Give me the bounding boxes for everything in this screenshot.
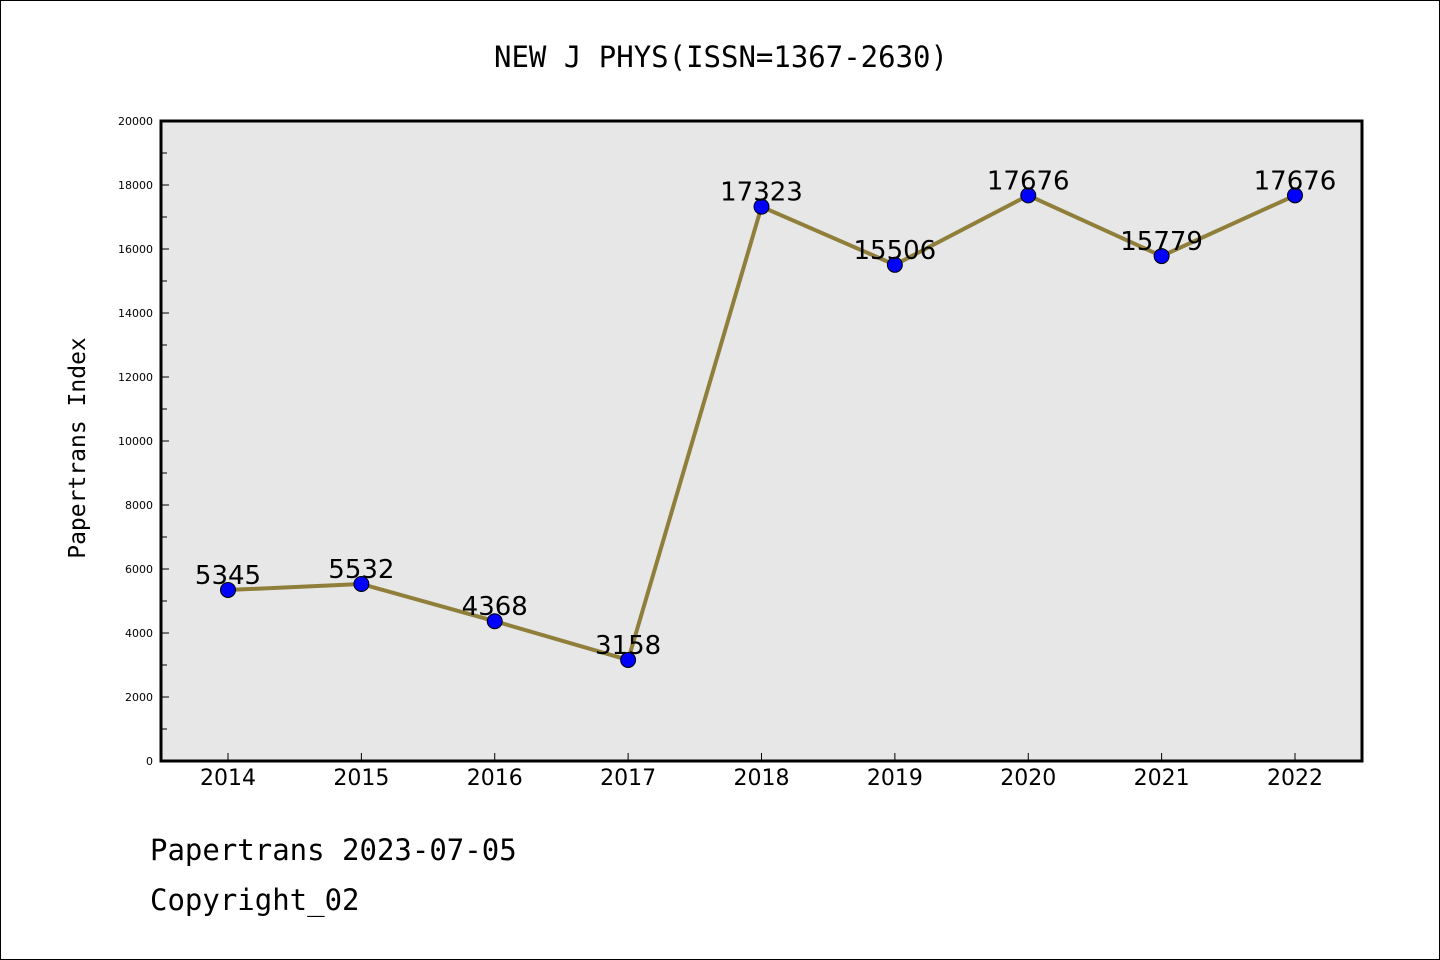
data-point <box>1153 248 1170 265</box>
y-tick-label: 10000 <box>118 435 153 448</box>
footer-date: Papertrans 2023-07-05 <box>150 833 517 867</box>
data-label: 15506 <box>854 236 937 266</box>
y-tick-label: 12000 <box>118 371 153 384</box>
plot-area <box>161 121 1362 761</box>
data-point <box>886 256 903 273</box>
y-tick-label: 2000 <box>125 691 153 704</box>
x-axis-ticks: 2014 2015 2016 2017 2018 2019 2020 2021 2022 <box>200 753 1323 791</box>
data-point <box>753 198 770 215</box>
x-tick-label: 2014 <box>200 766 256 791</box>
data-label: 17676 <box>1254 166 1337 196</box>
data-label: 15779 <box>1120 227 1203 257</box>
y-tick-label: 16000 <box>118 243 153 256</box>
x-tick-label: 2017 <box>600 766 656 791</box>
data-point <box>1020 187 1037 204</box>
plot-border <box>159 119 1364 763</box>
data-point <box>620 651 637 668</box>
data-label: 5532 <box>328 555 394 585</box>
x-tick-label: 2019 <box>867 766 923 791</box>
y-tick-label: 4000 <box>125 627 153 640</box>
y-tick-label: 8000 <box>125 499 153 512</box>
data-point <box>220 581 236 598</box>
y-axis-label: Papertrans Index <box>65 337 91 559</box>
y-tick-label: 18000 <box>118 179 153 192</box>
y-tick-label: 6000 <box>125 563 153 576</box>
data-label: 5345 <box>195 561 261 591</box>
x-tick-label: 2020 <box>1000 766 1056 791</box>
data-labels: 5345 5532 4368 3158 17323 15506 17676 15779 1767… <box>195 166 1336 661</box>
chart-title: NEW J PHYS(ISSN=1367-2630) <box>494 40 948 74</box>
data-label: 3158 <box>595 631 661 661</box>
x-tick-label: 2016 <box>467 766 523 791</box>
x-tick-label: 2022 <box>1267 766 1323 791</box>
y-tick-label: 14000 <box>118 307 153 320</box>
data-point <box>353 575 370 592</box>
data-point <box>1287 187 1303 204</box>
y-tick-label: 20000 <box>118 115 153 128</box>
series-layer <box>220 187 1303 668</box>
x-tick-label: 2018 <box>734 766 790 791</box>
data-label: 17676 <box>987 166 1070 196</box>
data-label: 4368 <box>462 592 528 622</box>
footer-copyright: Copyright_02 <box>150 883 360 917</box>
y-tick-label: 0 <box>146 755 153 768</box>
data-point <box>486 613 503 630</box>
x-tick-label: 2021 <box>1134 766 1190 791</box>
y-axis-ticks: 0 2000 4000 6000 8000 10000 12000 14000 16000 180… <box>118 115 169 768</box>
data-label: 17323 <box>720 178 803 208</box>
x-tick-label: 2015 <box>333 766 389 791</box>
